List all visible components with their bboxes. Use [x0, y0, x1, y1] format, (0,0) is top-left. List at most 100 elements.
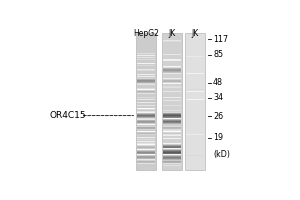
Bar: [163, 72, 181, 73]
Bar: [163, 155, 181, 156]
Bar: [136, 33, 156, 170]
Bar: [137, 63, 155, 64]
Bar: [163, 124, 181, 125]
Bar: [163, 155, 181, 156]
Bar: [137, 88, 155, 89]
Bar: [137, 132, 155, 133]
Bar: [163, 144, 181, 145]
Bar: [137, 108, 155, 109]
Bar: [163, 71, 181, 72]
Bar: [186, 91, 204, 92]
Bar: [163, 127, 181, 128]
Bar: [137, 92, 155, 93]
Bar: [163, 113, 181, 114]
Bar: [137, 134, 155, 135]
Bar: [137, 99, 155, 100]
Bar: [137, 158, 155, 159]
Bar: [137, 65, 155, 66]
Bar: [137, 80, 155, 81]
Bar: [163, 79, 181, 80]
Bar: [163, 117, 181, 118]
Bar: [137, 149, 155, 150]
Bar: [163, 147, 181, 148]
Bar: [163, 41, 181, 42]
Bar: [137, 114, 155, 115]
Bar: [163, 70, 181, 71]
Bar: [163, 145, 181, 146]
Bar: [163, 157, 181, 158]
Bar: [163, 149, 181, 150]
Text: 19: 19: [213, 133, 223, 142]
Bar: [137, 127, 155, 128]
Bar: [137, 93, 155, 94]
Bar: [163, 40, 181, 41]
Bar: [163, 161, 181, 162]
Bar: [163, 121, 181, 122]
Bar: [163, 165, 181, 166]
Bar: [163, 146, 181, 147]
Bar: [163, 100, 181, 101]
Bar: [137, 65, 155, 66]
Bar: [137, 59, 155, 60]
Bar: [186, 155, 204, 156]
Bar: [137, 100, 155, 101]
Bar: [137, 157, 155, 158]
Bar: [137, 92, 155, 93]
Bar: [137, 144, 155, 145]
Bar: [137, 53, 155, 54]
Bar: [137, 59, 155, 60]
Bar: [137, 122, 155, 123]
Bar: [137, 84, 155, 85]
Bar: [137, 156, 155, 157]
Bar: [186, 134, 204, 135]
Bar: [163, 154, 181, 155]
Bar: [137, 115, 155, 116]
Bar: [137, 128, 155, 129]
Bar: [163, 138, 181, 139]
Bar: [163, 163, 181, 164]
Bar: [163, 150, 181, 151]
Bar: [137, 59, 155, 60]
Bar: [163, 148, 181, 149]
Text: OR4C15: OR4C15: [49, 111, 86, 120]
Bar: [163, 82, 181, 83]
Bar: [163, 67, 181, 68]
Text: (kD): (kD): [213, 150, 230, 159]
Bar: [163, 154, 181, 155]
Bar: [137, 149, 155, 150]
Bar: [163, 118, 181, 119]
Bar: [137, 112, 155, 113]
Bar: [163, 160, 181, 161]
Bar: [163, 110, 181, 111]
Bar: [137, 120, 155, 121]
Bar: [137, 159, 155, 160]
Bar: [163, 143, 181, 144]
Bar: [137, 93, 155, 94]
Bar: [137, 124, 155, 125]
Bar: [137, 154, 155, 155]
Bar: [137, 119, 155, 120]
Bar: [186, 56, 204, 57]
Bar: [163, 119, 181, 120]
Bar: [137, 119, 155, 120]
Text: JK: JK: [168, 29, 175, 38]
Text: 34: 34: [213, 93, 223, 102]
Bar: [163, 126, 181, 127]
Bar: [163, 162, 181, 163]
Bar: [163, 156, 181, 157]
Bar: [163, 129, 181, 130]
Bar: [137, 117, 155, 118]
Bar: [137, 102, 155, 103]
Bar: [163, 118, 181, 119]
Bar: [163, 131, 181, 132]
Bar: [163, 78, 181, 79]
Bar: [137, 93, 155, 94]
Bar: [163, 144, 181, 145]
Bar: [186, 85, 204, 86]
Bar: [137, 122, 155, 123]
Text: 26: 26: [213, 112, 223, 121]
Text: JK: JK: [191, 29, 199, 38]
Bar: [137, 55, 155, 56]
Bar: [137, 155, 155, 156]
Bar: [137, 146, 155, 147]
